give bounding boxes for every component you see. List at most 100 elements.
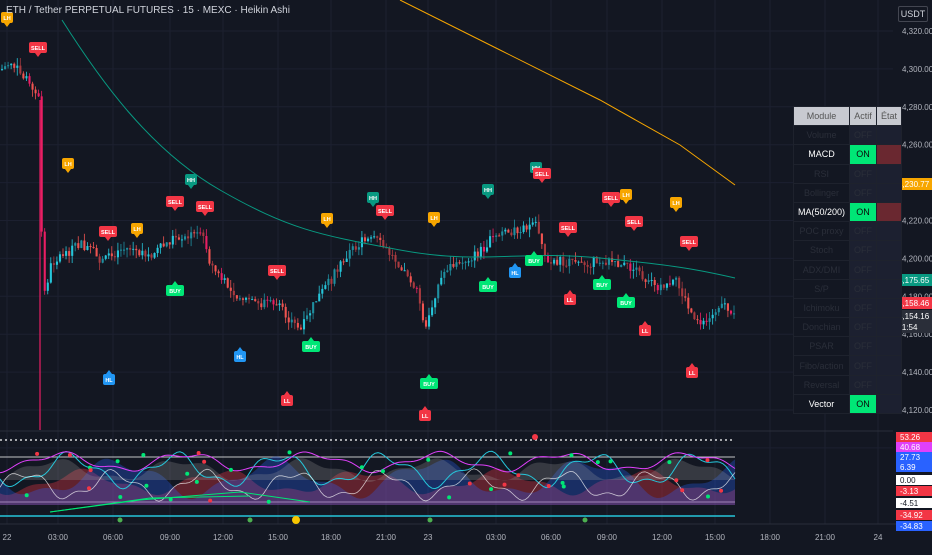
candle-body: [37, 93, 40, 97]
candle-body: [315, 301, 318, 303]
osc-dot: [508, 451, 513, 456]
candle-body: [165, 242, 168, 247]
module-row: RSI OFF: [792, 163, 903, 184]
osc-dot: [532, 434, 538, 440]
osc-badge: [896, 521, 932, 531]
osc-badge-text: 53.26: [900, 433, 921, 442]
osc-dot: [228, 467, 233, 472]
signal-label: BUY: [166, 281, 184, 296]
osc-dot: [502, 482, 507, 487]
candle-body: [306, 315, 309, 320]
osc-dot: [88, 468, 93, 473]
signal-label: SELL: [166, 196, 184, 211]
time-tick: 06:00: [103, 533, 124, 542]
signal-label: LH: [131, 223, 143, 238]
signal-text: LL: [422, 414, 429, 420]
signal-text: SELL: [31, 46, 46, 52]
module-row: Stoch OFF: [792, 240, 903, 261]
ma-fast-line: [61, 19, 736, 279]
candle-body: [98, 256, 101, 263]
candle-body: [330, 278, 333, 284]
candle-body: [266, 299, 269, 301]
candle-body: [424, 320, 428, 327]
osc-dot: [141, 452, 146, 457]
signal-label: SELL: [680, 236, 698, 251]
candle-body: [696, 319, 699, 321]
candle-body: [187, 236, 190, 239]
candle-body: [83, 240, 86, 250]
price-tick: 4,260.00: [902, 141, 932, 150]
candle-body: [95, 248, 98, 257]
candle-body: [104, 255, 107, 259]
candle-body: [309, 313, 312, 316]
currency-button[interactable]: USDT: [898, 6, 928, 22]
signal-text: SELL: [198, 205, 213, 211]
candle-body: [418, 288, 421, 304]
candle-body: [34, 89, 37, 94]
osc-dot: [117, 517, 123, 523]
osc-dot: [516, 473, 521, 478]
candle-body: [522, 225, 525, 232]
candle-body: [254, 299, 257, 302]
candle-body: [367, 238, 370, 242]
signal-label: BUY: [617, 293, 635, 308]
candle-body: [278, 303, 281, 306]
candle-body: [717, 307, 720, 313]
signal-text: HH: [187, 178, 195, 184]
osc-area-grey: [0, 458, 735, 483]
osc-badge: [896, 462, 932, 472]
osc-dot: [208, 498, 213, 503]
candle-body: [546, 255, 550, 263]
osc-badge: [896, 510, 932, 520]
price-tick: 4,180.00: [902, 292, 932, 301]
candle-body: [464, 261, 467, 263]
time-tick: 09:00: [597, 533, 618, 542]
candle-body: [43, 231, 46, 291]
candle-body: [302, 319, 306, 330]
module-name: ADX/DMI: [792, 259, 851, 280]
signal-label: SELL: [376, 205, 394, 220]
osc-dot: [447, 495, 452, 500]
module-etat: [876, 374, 903, 395]
module-name: Vector: [792, 393, 851, 415]
candle-body: [290, 319, 293, 323]
module-name: RSI: [792, 163, 851, 184]
module-row: MACD ON: [792, 144, 903, 165]
candle-body: [495, 235, 498, 237]
candle-body: [138, 250, 141, 256]
osc-badge: [896, 498, 932, 508]
osc-area-blue: [0, 456, 735, 505]
candle-body: [537, 221, 540, 234]
candle-body: [287, 317, 290, 323]
candle-body: [238, 298, 241, 300]
candle-body: [202, 232, 205, 237]
candle-body: [681, 288, 684, 297]
symbol-title[interactable]: ETH / Tether PERPETUAL FUTURES · 15 · ME…: [6, 5, 290, 16]
candle-body: [272, 300, 275, 305]
signal-label: LH: [620, 189, 632, 204]
candle-body: [177, 237, 180, 240]
candle-body: [415, 287, 418, 289]
candle-body: [62, 254, 65, 256]
candle-body: [132, 248, 135, 250]
candle-body: [571, 258, 574, 261]
osc-line-white: [0, 468, 736, 502]
signal-text: HL: [236, 355, 244, 361]
candle-body: [729, 310, 733, 314]
candle-body: [421, 303, 424, 321]
candle-body: [623, 262, 626, 266]
price-badge: [895, 310, 932, 322]
module-name: Stoch: [792, 240, 851, 261]
candle-body: [275, 304, 278, 306]
price-badge: [895, 274, 932, 286]
candle-body: [699, 320, 702, 325]
osc-badge: [896, 432, 932, 442]
signal-label: HL: [509, 263, 521, 278]
time-tick: 22: [3, 533, 12, 542]
candle-body: [129, 248, 132, 250]
price-tick: 4,140.00: [902, 368, 932, 377]
osc-line-magenta: [0, 450, 736, 474]
candle-body: [49, 263, 52, 283]
